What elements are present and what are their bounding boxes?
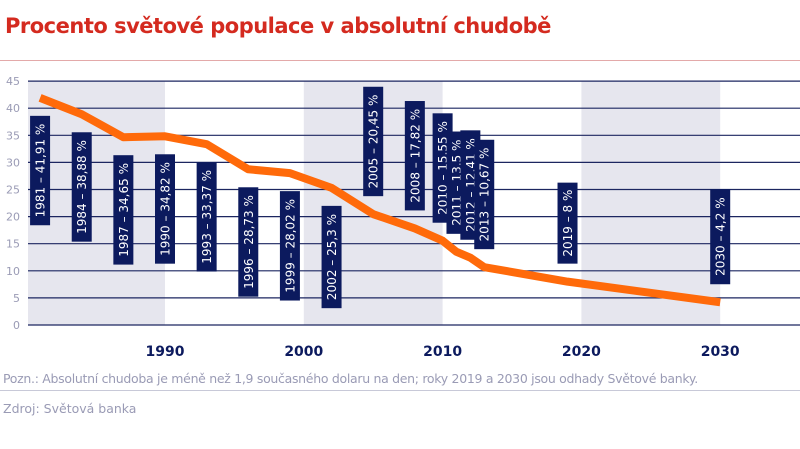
x-tick-label: 1990 [146,344,185,360]
data-label: 2008 – 17,82 % [404,101,425,211]
data-label-text: 1990 – 34,82 % [159,162,173,256]
data-label: 2019 – 8 % [557,182,578,264]
data-label: 1999 – 28,02 % [279,191,300,301]
y-tick-label: 5 [13,292,20,305]
chart-title: Procento světové populace v absolutní ch… [5,14,551,38]
data-label-box [30,115,51,226]
data-label-text: 1993 – 33,37 % [200,170,214,264]
y-tick-label: 25 [6,184,20,197]
data-label-box [113,155,134,265]
x-tick-label: 2030 [701,344,740,360]
data-label-box [404,101,425,211]
chart-source: Zdroj: Světová banka [3,401,137,416]
data-label-text: 1996 – 28,73 % [242,195,256,289]
data-label-box [557,182,578,264]
data-label-box [238,187,259,297]
data-label-box [279,191,300,301]
y-tick-label: 15 [6,238,20,251]
data-label-text: 1999 – 28,02 % [283,199,297,293]
data-label-text: 1987 – 34,65 % [117,163,131,257]
data-label: 2013 – 10,67 % [474,139,495,250]
y-tick-label: 0 [13,319,20,332]
y-tick-label: 35 [6,129,20,142]
y-tick-label: 30 [6,156,20,169]
data-label-box [710,189,731,285]
data-label-text: 2002 – 25,3 % [325,214,339,300]
data-label-text: 1984 – 38,88 % [75,140,89,234]
data-label: 1981 – 41,91 % [30,115,51,226]
note-divider [0,390,800,391]
data-label-box [321,205,342,309]
data-label: 1984 – 38,88 % [71,132,92,242]
data-label-text: 2008 – 17,82 % [408,109,422,203]
y-tick-label: 10 [6,265,20,278]
y-tick-label: 20 [6,211,20,224]
title-divider [0,60,800,61]
data-label-text: 2019 – 8 % [561,190,575,257]
y-tick-label: 45 [6,75,20,88]
data-label-box [196,162,217,272]
data-label-text: 2013 – 10,67 % [478,148,492,242]
data-label: 1990 – 34,82 % [155,154,175,264]
data-label: 2005 – 20,45 % [363,86,384,197]
data-label-box [71,132,92,242]
data-label-box [363,86,384,197]
data-label: 1996 – 28,73 % [238,187,259,297]
data-label: 1993 – 33,37 % [196,162,217,272]
y-tick-label: 40 [6,102,20,115]
data-label-box [155,154,175,264]
series-line [38,94,721,307]
x-tick-label: 2020 [562,344,601,360]
data-label-text: 2005 – 20,45 % [367,95,381,189]
data-label-box [474,139,495,250]
data-label: 2002 – 25,3 % [321,205,342,309]
data-label: 2030 – 4,2 % [710,189,731,285]
data-label-text: 1981 – 41,91 % [34,124,48,218]
data-label-text: 2030 – 4,2 % [714,197,728,275]
x-tick-label: 2000 [284,344,323,360]
data-label: 1987 – 34,65 % [113,155,134,265]
line-chart: 0 5 10 15 20 25 30 35 40 45 1990 2000 2010 2020 2030 19… [6,75,800,360]
chart-note: Pozn.: Absolutní chudoba je méně než 1,9… [3,371,698,386]
x-tick-label: 2010 [423,344,462,360]
